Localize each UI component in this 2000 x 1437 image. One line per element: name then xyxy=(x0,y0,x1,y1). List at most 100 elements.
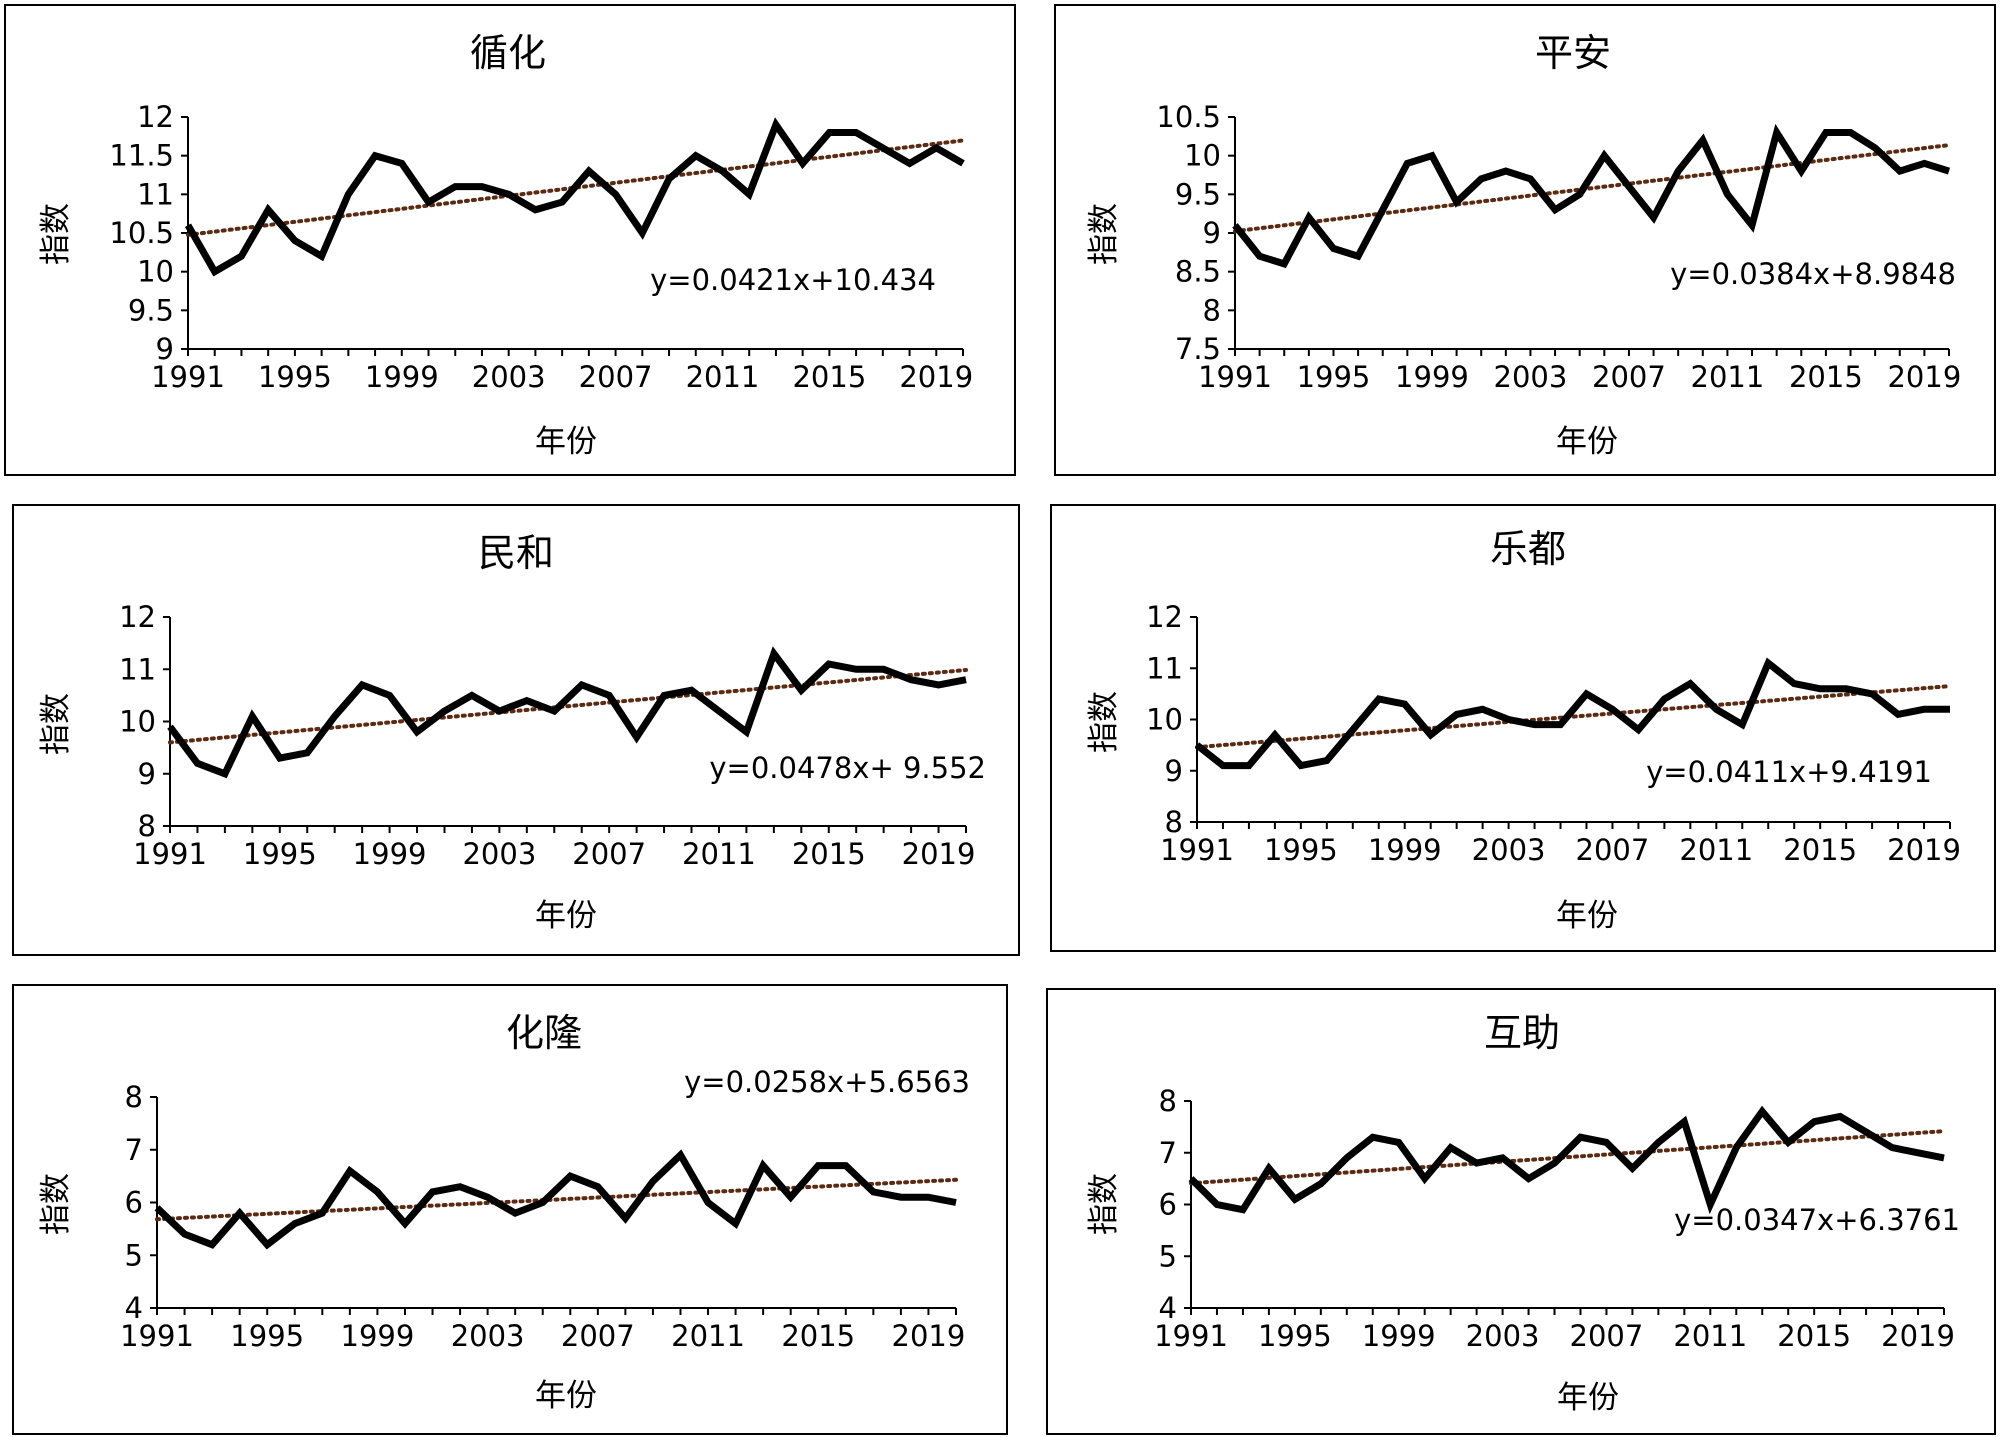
chart-panel-pingan: 平安 指数 年份 y=0.0384x+8.9848 7.5 8 8.5 9 9.5 10 1… xyxy=(1054,4,1996,476)
y-tick-label: 8 xyxy=(125,1080,143,1114)
x-tick-label: 2011 xyxy=(1691,360,1765,394)
x-tick-label: 2011 xyxy=(671,1319,745,1353)
x-axis-label: 年份 xyxy=(1556,424,1618,460)
y-tick-label: 9 xyxy=(156,332,174,366)
x-tick-label: 1991 xyxy=(133,837,207,871)
x-tick-label: 2003 xyxy=(451,1319,525,1353)
chart-svg: 乐都 指数 年份 y=0.0411x+9.4191 8 9 10 11 12 1991 19… xyxy=(1086,527,1961,934)
x-tick-label: 1991 xyxy=(151,360,225,394)
chart-title: 乐都 xyxy=(1490,527,1566,571)
x-tick-label: 2015 xyxy=(1789,360,1863,394)
x-tick-label: 1999 xyxy=(1362,1319,1436,1353)
chart-panel-xunhua: 循化 指数 年份 y=0.0421x+10.434 9 9.5 10 10.5 11 11… xyxy=(4,4,1016,476)
y-tick-label: 8 xyxy=(1203,293,1221,327)
x-tick-label: 2011 xyxy=(682,837,756,871)
x-tick-label: 2007 xyxy=(572,837,646,871)
y-tick-label: 8 xyxy=(1159,1084,1177,1118)
trendline xyxy=(1233,143,1951,234)
y-tick-label: 8.5 xyxy=(1175,255,1221,289)
x-tick-label: 2015 xyxy=(1777,1319,1851,1353)
x-tick-label: 2011 xyxy=(1673,1319,1747,1353)
y-tick-label: 10 xyxy=(1184,139,1221,173)
x-tick-label: 2015 xyxy=(781,1319,855,1353)
x-tick-label: 2015 xyxy=(792,360,866,394)
y-tick-label: 9 xyxy=(1203,216,1221,250)
y-tick-label: 12 xyxy=(1146,600,1183,634)
trendline xyxy=(155,1177,958,1222)
y-tick-label: 9 xyxy=(1165,754,1183,788)
x-tick-label: 2015 xyxy=(1783,833,1857,867)
x-tick-label: 2003 xyxy=(462,837,536,871)
x-tick-label: 1995 xyxy=(230,1319,304,1353)
x-tick-label: 2003 xyxy=(472,360,546,394)
x-tick-label: 2003 xyxy=(1466,1319,1540,1353)
x-tick-label: 2019 xyxy=(902,837,976,871)
x-tick-label: 1995 xyxy=(1258,1319,1332,1353)
y-tick-label: 6 xyxy=(1159,1188,1177,1222)
x-tick-label: 1999 xyxy=(353,837,427,871)
chart-panel-huzhu: 互助 指数 年份 y=0.0347x+6.3761 4 5 6 7 8 1991 1995 1… xyxy=(1046,988,1996,1435)
x-tick-label: 2019 xyxy=(1881,1319,1955,1353)
chart-svg: 化隆 指数 年份 y=0.0258x+5.6563 4 5 6 7 8 1991 1995 1… xyxy=(38,1011,970,1414)
x-tick-label: 1995 xyxy=(243,837,317,871)
x-tick-label: 2019 xyxy=(899,360,973,394)
trendline xyxy=(1189,1129,1946,1186)
y-tick-label: 10.5 xyxy=(1156,100,1221,134)
x-tick-label: 1999 xyxy=(341,1319,415,1353)
y-axis-label: 指数 xyxy=(1086,203,1122,265)
y-tick-label: 10 xyxy=(1146,703,1183,737)
x-axis-label: 年份 xyxy=(535,424,597,460)
y-tick-label: 9.5 xyxy=(128,293,174,327)
y-tick-label: 12 xyxy=(119,600,156,634)
chart-title: 平安 xyxy=(1535,31,1611,75)
y-tick-label: 10 xyxy=(119,705,156,739)
trend-equation: y=0.0258x+5.6563 xyxy=(684,1065,970,1099)
x-tick-label: 1999 xyxy=(1395,360,1469,394)
x-tick-label: 1991 xyxy=(1154,1319,1228,1353)
x-tick-label: 2007 xyxy=(1570,1319,1644,1353)
y-axis-label: 指数 xyxy=(38,203,74,265)
x-tick-label: 1999 xyxy=(365,360,439,394)
x-tick-label: 2011 xyxy=(686,360,760,394)
y-tick-label: 8 xyxy=(138,809,156,843)
y-tick-label: 4 xyxy=(125,1291,143,1325)
y-tick-label: 11 xyxy=(137,177,174,211)
chart-svg: 平安 指数 年份 y=0.0384x+8.9848 7.5 8 8.5 9 9.5 10 1… xyxy=(1086,31,1961,460)
x-tick-label: 1995 xyxy=(1297,360,1371,394)
y-tick-label: 5 xyxy=(125,1238,143,1272)
y-tick-label: 8 xyxy=(1165,805,1183,839)
x-tick-label: 2007 xyxy=(1592,360,1666,394)
y-axis-label: 指数 xyxy=(38,693,74,755)
y-tick-label: 11 xyxy=(1146,651,1183,685)
chart-panel-ledu: 乐都 指数 年份 y=0.0411x+9.4191 8 9 10 11 12 1991 19… xyxy=(1050,504,1996,952)
series-line xyxy=(167,646,967,779)
chart-panel-minhe: 民和 指数 年份 y=0.0478x+ 9.552 8 9 10 11 12 1991 19… xyxy=(12,504,1020,956)
y-tick-label: 10.5 xyxy=(109,216,174,250)
y-tick-label: 7.5 xyxy=(1175,332,1221,366)
chart-title: 民和 xyxy=(478,531,554,575)
chart-svg: 循化 指数 年份 y=0.0421x+10.434 9 9.5 10 10.5 11 11… xyxy=(38,31,973,460)
y-axis-label: 指数 xyxy=(38,1173,74,1235)
x-tick-label: 2011 xyxy=(1679,833,1753,867)
chart-panel-hualong: 化隆 指数 年份 y=0.0258x+5.6563 4 5 6 7 8 1991 1995 1… xyxy=(12,984,1008,1435)
series-line xyxy=(1188,1105,1945,1215)
y-axis-label: 指数 xyxy=(1086,691,1122,753)
x-tick-label: 2003 xyxy=(1472,833,1546,867)
trendline xyxy=(168,667,968,745)
x-axis-label: 年份 xyxy=(535,898,597,934)
y-tick-label: 10 xyxy=(137,255,174,289)
x-tick-label: 2019 xyxy=(892,1319,966,1353)
trendline xyxy=(1195,684,1952,750)
y-tick-label: 11 xyxy=(119,652,156,686)
y-tick-label: 6 xyxy=(125,1186,143,1220)
x-tick-label: 1995 xyxy=(1264,833,1338,867)
chart-svg: 民和 指数 年份 y=0.0478x+ 9.552 8 9 10 11 12 1991 19… xyxy=(38,531,986,934)
chart-title: 化隆 xyxy=(506,1011,582,1055)
y-tick-label: 12 xyxy=(137,100,174,134)
y-tick-label: 11.5 xyxy=(109,139,174,173)
chart-title: 循化 xyxy=(470,31,546,75)
trend-equation: y=0.0421x+10.434 xyxy=(650,263,936,297)
chart-svg: 互助 指数 年份 y=0.0347x+6.3761 4 5 6 7 8 1991 1995 1… xyxy=(1086,1011,1960,1416)
x-tick-label: 1991 xyxy=(1198,360,1272,394)
series-line xyxy=(1194,657,1950,770)
